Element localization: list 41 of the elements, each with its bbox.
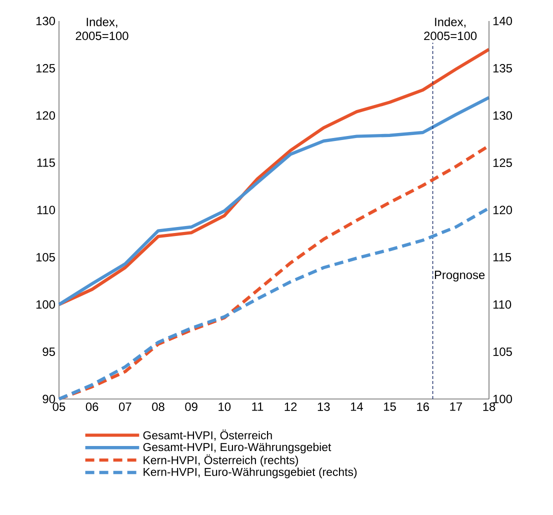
x-tick-label: 17 [450,402,462,411]
legend-label: Kern-HVPI, Euro-Währungsgebiet (rechts) [144,468,357,478]
y2-tick-label: 105 [493,348,512,356]
y-tick-label: 95 [42,348,55,356]
y-tick-label: 115 [37,158,55,167]
x-tick-label: 16 [417,402,429,411]
y-tick-label: 120 [36,111,56,120]
y2-tick-label: 110 [493,300,512,309]
y-tick-label: 130 [36,16,56,26]
y2-tick-label: 130 [493,111,512,120]
x-tick-label: 18 [483,402,496,411]
y2-tick-label: 135 [493,64,512,72]
y-tick-label: 110 [37,206,56,214]
x-tick-label: 14 [350,402,363,411]
x-tick-label: 13 [318,402,330,411]
y2-tick-label: 100 [493,394,512,404]
line-series [57,96,491,306]
x-tick-label: 08 [152,402,164,411]
x-tick-label: 12 [284,402,297,411]
y-tick-label: 105 [36,253,55,262]
legend-label: Gesamt-HVPI, Euro-Währungsgebiet [143,442,332,454]
y-tick-label: 100 [36,300,56,309]
x-tick-label: 05 [52,402,66,411]
y2-tick-label: 120 [493,206,512,214]
x-tick-label: 11 [252,402,264,411]
ref-line-label: Prognose [434,270,485,282]
annotation: Index, 2005=100 [76,17,128,40]
y2-tick-label: 125 [493,158,512,167]
legend-label: Kern-HVPI, Österreich (rechts) [144,454,298,466]
x-tick-label: 10 [218,402,231,411]
y2-tick-label: 115 [493,253,512,262]
x-tick-label: 15 [384,402,396,411]
y-tick-label: 125 [36,64,55,72]
line-series [57,48,491,306]
y2-tick-label: 140 [493,16,512,26]
x-tick-label: 09 [185,402,198,411]
y-tick-label: 90 [42,394,56,404]
x-tick-label: 06 [86,402,98,411]
annotation: Index, 2005=100 [424,17,477,40]
x-tick-label: 07 [118,402,132,411]
legend-label: Gesamt-HVPI, Österreich [143,430,272,441]
